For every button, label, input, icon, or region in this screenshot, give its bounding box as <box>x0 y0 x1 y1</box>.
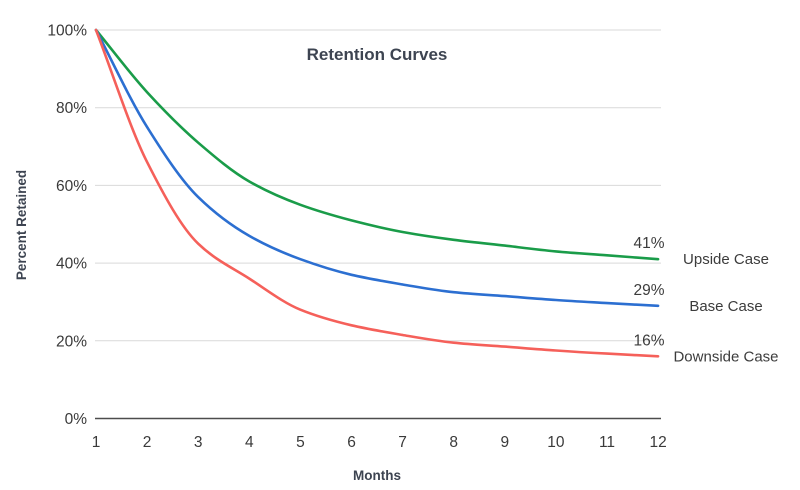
x-tick-label-7: 7 <box>398 434 407 451</box>
y-tick-label-20: 20% <box>56 333 87 350</box>
x-tick-label-10: 10 <box>547 434 565 451</box>
x-tick-label-12: 12 <box>649 434 666 451</box>
x-tick-label-8: 8 <box>449 434 458 451</box>
series-line-upside-case <box>94 28 660 261</box>
y-axis-tick-labels: 100% 80% 60% 40% 20% 0% <box>47 23 87 429</box>
x-tick-label-6: 6 <box>347 434 356 451</box>
end-value-label-base-case: 29% <box>633 282 664 299</box>
x-tick-label-1: 1 <box>92 434 101 451</box>
y-tick-label-100: 100% <box>47 23 87 40</box>
series-name-label-base-case: Base Case <box>689 298 762 315</box>
series-name-label-downside-case: Downside Case <box>673 348 778 365</box>
x-tick-label-11: 11 <box>599 434 615 451</box>
gridlines <box>95 29 661 342</box>
y-axis-title: Percent Retained <box>14 170 29 280</box>
y-tick-label-0: 0% <box>65 411 88 428</box>
end-value-label-upside-case: 41% <box>633 235 664 252</box>
x-tick-label-4: 4 <box>245 434 254 451</box>
x-tick-label-5: 5 <box>296 434 305 451</box>
series-lines <box>94 28 660 358</box>
x-tick-label-9: 9 <box>500 434 509 451</box>
x-tick-label-3: 3 <box>194 434 203 451</box>
y-tick-label-60: 60% <box>56 178 87 195</box>
series-name-label-upside-case: Upside Case <box>683 251 769 268</box>
end-value-label-downside-case: 16% <box>633 332 664 349</box>
x-axis-tick-labels: 1 2 3 4 5 6 7 8 9 10 11 12 <box>92 434 667 451</box>
series-line-downside-case <box>94 28 660 358</box>
chart-title: Retention Curves <box>307 45 448 64</box>
x-tick-label-2: 2 <box>143 434 152 451</box>
y-tick-label-80: 80% <box>56 100 87 117</box>
x-axis-title: Months <box>353 468 401 483</box>
y-tick-label-40: 40% <box>56 256 87 273</box>
series-end-labels: 41% Upside Case 29% Base Case 16% Downside Ca… <box>633 235 778 365</box>
series-line-base-case <box>94 28 660 308</box>
